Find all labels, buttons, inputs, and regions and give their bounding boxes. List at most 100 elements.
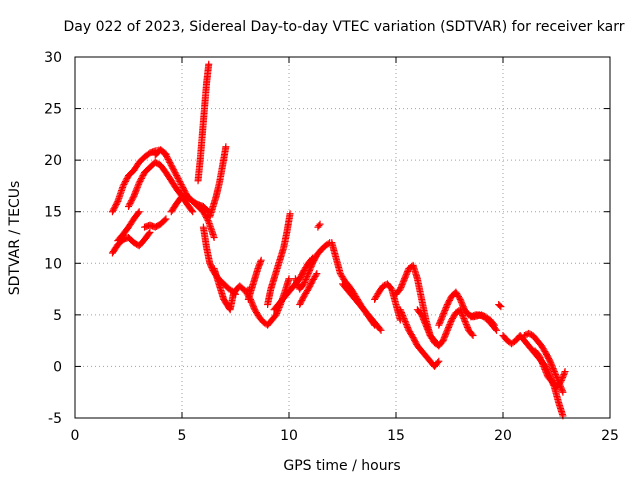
data-point	[420, 317, 428, 325]
data-point	[121, 179, 129, 187]
data-point	[163, 152, 171, 160]
data-point	[167, 161, 175, 169]
data-point	[439, 311, 447, 319]
data-point	[424, 326, 432, 334]
data-point	[457, 298, 465, 306]
axis-labels: 0 5 10 15 20 25 -5 0 5 10 15 20 25 30	[44, 50, 619, 444]
data-point	[376, 325, 384, 333]
series-arc-1	[108, 146, 170, 216]
data-point	[550, 368, 558, 376]
data-point	[402, 272, 410, 280]
y-tick-label: -5	[48, 411, 62, 427]
series-arc-24	[413, 306, 447, 350]
x-axis-label: GPS time / hours	[283, 458, 400, 474]
data-point	[173, 173, 181, 181]
data-point	[301, 278, 309, 286]
data-point	[550, 366, 558, 374]
data-point	[162, 151, 170, 159]
data-point	[210, 234, 218, 241]
data-point	[437, 317, 445, 325]
data-point	[205, 60, 213, 68]
data-point	[441, 306, 449, 314]
data-point	[180, 186, 188, 194]
data-point	[557, 378, 565, 386]
data-point	[112, 200, 120, 208]
data-point	[540, 364, 548, 372]
data-point	[541, 367, 549, 375]
chart-title: Day 022 of 2023, Sidereal Day-to-day VTE…	[64, 19, 625, 35]
series-arc-9	[206, 143, 230, 221]
data-point	[202, 212, 210, 220]
data-point	[307, 264, 315, 272]
data-point	[175, 176, 183, 184]
data-point	[172, 170, 180, 178]
series-arc-17	[296, 270, 321, 309]
data-point	[440, 335, 448, 343]
data-point	[552, 372, 560, 380]
data-point	[137, 176, 145, 184]
data-point	[423, 324, 431, 332]
data-point	[399, 312, 407, 320]
data-point	[397, 284, 405, 292]
data-point	[459, 312, 467, 320]
data-point	[399, 279, 407, 287]
data-point	[110, 205, 118, 213]
data-point	[377, 326, 385, 334]
data-point	[249, 301, 257, 309]
data-point	[561, 368, 569, 376]
data-point	[302, 274, 310, 282]
data-point	[403, 322, 411, 330]
data-point	[462, 319, 470, 327]
data-point	[286, 210, 294, 218]
data-point	[135, 179, 143, 187]
data-point	[435, 320, 443, 328]
data-point	[174, 175, 182, 183]
data-point	[136, 177, 144, 185]
data-point	[456, 295, 464, 303]
x-tick-label: 5	[178, 428, 187, 444]
data-point	[285, 275, 293, 283]
data-point	[306, 265, 314, 273]
data-point	[536, 354, 544, 362]
data-point	[442, 331, 450, 339]
data-point	[445, 322, 453, 330]
series-arc-28	[495, 301, 505, 311]
y-tick-label: 10	[44, 256, 62, 272]
data-point	[139, 171, 147, 179]
data-point	[403, 269, 411, 277]
data-point	[560, 369, 568, 377]
data-point	[458, 310, 466, 318]
data-point	[424, 327, 432, 335]
data-point	[539, 361, 547, 369]
data-point	[202, 214, 210, 222]
data-point	[559, 372, 567, 380]
data-point	[199, 208, 207, 216]
data-point	[304, 271, 312, 279]
series-arc-13	[244, 256, 265, 303]
data-point	[109, 206, 117, 214]
data-point	[176, 179, 184, 187]
data-point	[547, 360, 555, 368]
data-point	[169, 164, 177, 172]
data-point	[557, 376, 565, 384]
data-point	[444, 325, 452, 333]
data-point	[402, 320, 410, 328]
data-point	[121, 178, 129, 186]
series-arc-5	[125, 158, 197, 216]
series-arc-18	[314, 220, 324, 231]
y-tick-label: 25	[44, 102, 62, 118]
data-point	[401, 275, 409, 283]
data-point	[165, 157, 173, 165]
data-point	[463, 322, 471, 330]
data-point	[177, 180, 185, 188]
series-arc-31	[531, 347, 569, 391]
data-point	[493, 326, 501, 334]
data-point	[134, 209, 142, 217]
data-point	[292, 276, 300, 284]
series-arc-16	[291, 239, 334, 293]
data-point	[559, 373, 567, 381]
data-point	[312, 271, 320, 279]
data-point	[541, 365, 549, 373]
data-point	[171, 169, 179, 177]
grid	[75, 57, 610, 418]
